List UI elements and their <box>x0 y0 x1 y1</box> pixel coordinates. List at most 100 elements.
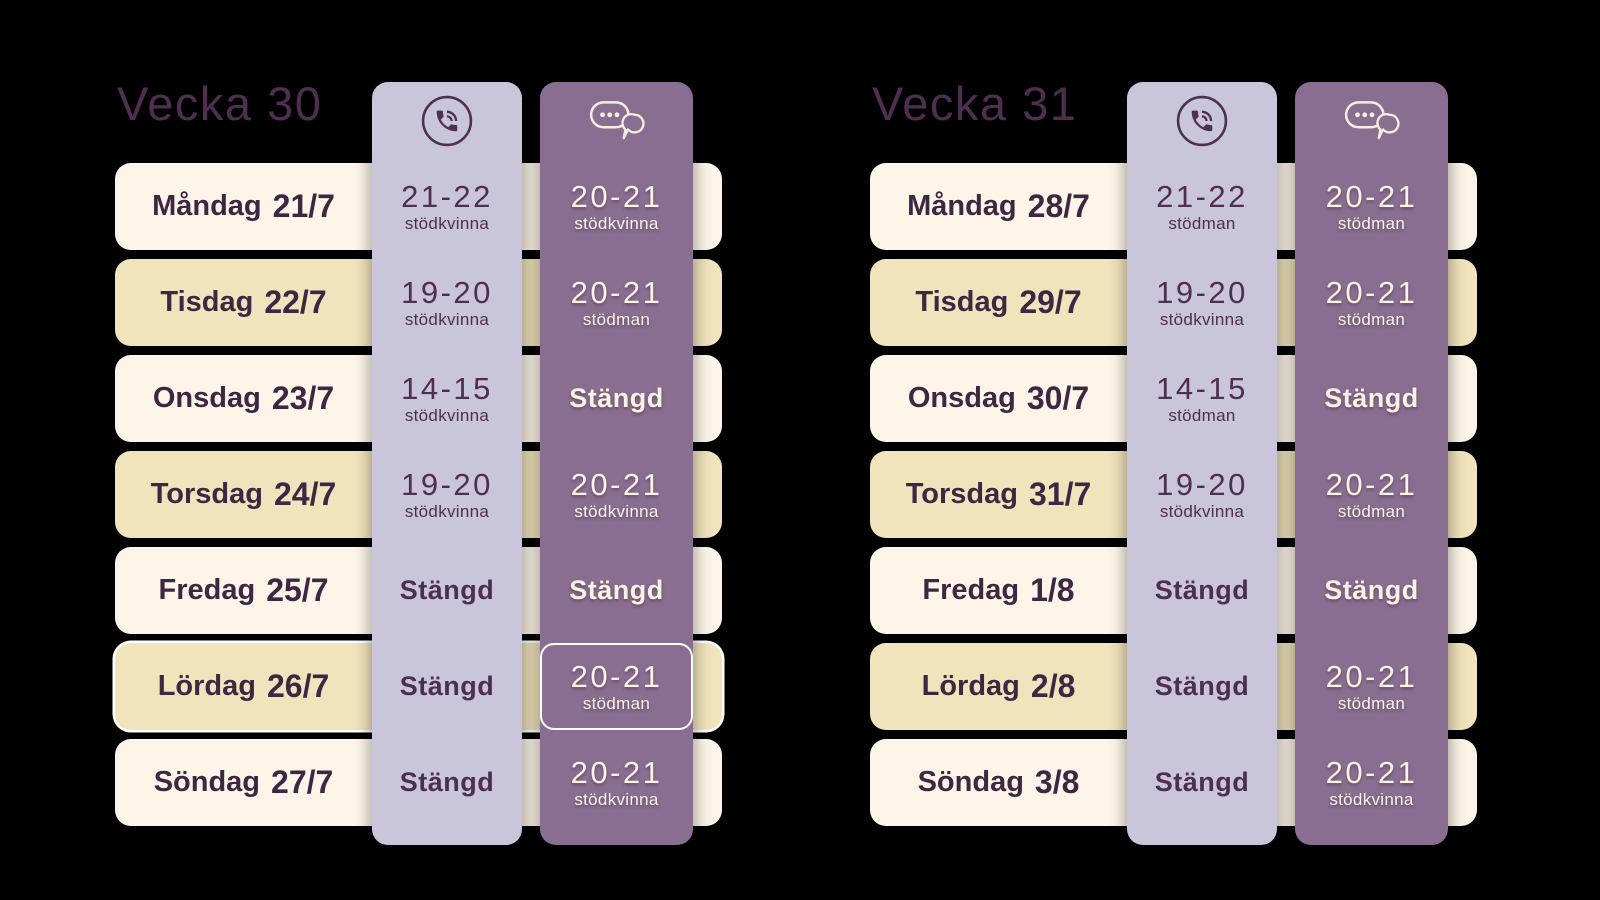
day-date: 1/8 <box>1030 572 1075 608</box>
phone-cell: 19-20 stödkvinna <box>372 451 522 538</box>
chat-time: 20-21 <box>570 658 663 694</box>
day-date: 25/7 <box>266 572 329 608</box>
chat-cell: Stängd <box>1295 547 1448 634</box>
chat-time: Stängd <box>569 382 664 413</box>
phone-time: 14-15 <box>401 370 493 406</box>
day-name: Lördag <box>157 670 256 702</box>
schedule-row: Måndag 28/7 21-22 stödman 20-21 stödman <box>870 163 1477 250</box>
phone-cell: 19-20 stödkvinna <box>1127 259 1277 346</box>
chat-person: stödkvinna <box>574 502 659 522</box>
day-label: Fredag 1/8 <box>870 547 1127 634</box>
phone-cell: 21-22 stödman <box>1127 163 1277 250</box>
schedule-row: Fredag 1/8 Stängd Stängd <box>870 547 1477 634</box>
day-name: Måndag <box>152 190 262 222</box>
phone-column <box>1127 82 1277 845</box>
week-title: Vecka 31 <box>872 77 1078 130</box>
phone-person: stödkvinna <box>1159 502 1245 522</box>
day-date: 2/8 <box>1030 668 1076 704</box>
chat-person: stödman <box>1337 502 1406 522</box>
phone-time: Stängd <box>399 574 495 605</box>
chat-column-header <box>540 82 693 160</box>
schedule-row: Torsdag 24/7 19-20 stödkvinna 20-21 stöd… <box>115 451 722 538</box>
phone-cell: Stängd <box>372 739 522 826</box>
phone-column-header <box>1127 82 1277 160</box>
day-label: Tisdag 29/7 <box>870 259 1127 346</box>
week-title: Vecka 30 <box>117 77 323 130</box>
chat-time: 20-21 <box>570 754 663 790</box>
phone-cell: Stängd <box>372 547 522 634</box>
chat-cell: Stängd <box>540 547 693 634</box>
phone-time: 19-20 <box>401 274 493 310</box>
week-panel-31: Vecka 31 Måndag <box>870 0 1477 900</box>
chat-time: Stängd <box>569 574 664 605</box>
day-name: Onsdag <box>907 382 1016 414</box>
day-label: Onsdag 30/7 <box>870 355 1127 442</box>
day-name: Söndag <box>917 766 1024 798</box>
day-label: Onsdag 23/7 <box>115 355 372 442</box>
phone-cell: 21-22 stödkvinna <box>372 163 522 250</box>
schedule-row: Onsdag 23/7 14-15 stödkvinna Stängd <box>115 355 722 442</box>
day-date: 21/7 <box>272 188 335 224</box>
phone-cell: Stängd <box>372 643 522 730</box>
day-date: 26/7 <box>267 668 330 704</box>
day-label: Söndag 27/7 <box>115 739 372 826</box>
day-label: Lördag 26/7 <box>115 643 372 730</box>
phone-column-header <box>372 82 522 160</box>
chat-icon <box>1344 101 1400 140</box>
day-label: Måndag 28/7 <box>870 163 1127 250</box>
chat-time: 20-21 <box>570 466 663 502</box>
chat-person: stödman <box>582 694 651 714</box>
phone-time: Stängd <box>1154 766 1250 797</box>
chat-cell: 20-21 stödkvinna <box>540 739 693 826</box>
chat-person: stödman <box>582 310 651 330</box>
week-panel-30: Vecka 30 Måndag <box>115 0 722 900</box>
chat-column <box>540 82 693 845</box>
day-date: 22/7 <box>264 284 327 320</box>
schedule-row: Tisdag 22/7 19-20 stödkvinna 20-21 stödm… <box>115 259 722 346</box>
day-name: Tisdag <box>915 286 1009 318</box>
phone-time: Stängd <box>1154 670 1250 701</box>
day-label: Torsdag 24/7 <box>115 451 372 538</box>
day-name: Tisdag <box>160 286 254 318</box>
schedule-row: Torsdag 31/7 19-20 stödkvinna 20-21 stöd… <box>870 451 1477 538</box>
chat-icon <box>589 101 645 140</box>
chat-time: 20-21 <box>1325 658 1418 694</box>
day-name: Måndag <box>907 190 1017 222</box>
phone-person: stödkvinna <box>404 310 490 330</box>
chat-cell: Stängd <box>540 355 693 442</box>
phone-person: stödkvinna <box>404 214 490 234</box>
phone-cell: Stängd <box>1127 739 1277 826</box>
schedule-row: Måndag 21/7 21-22 stödkvinna 20-21 stödk… <box>115 163 722 250</box>
chat-person: stödman <box>1337 694 1406 714</box>
day-name: Lördag <box>921 670 1020 702</box>
day-name: Fredag <box>158 574 256 606</box>
phone-time: 21-22 <box>401 178 493 214</box>
phone-person: stödkvinna <box>404 406 490 426</box>
chat-person: stödkvinna <box>574 790 659 810</box>
chat-cell: 20-21 stödman <box>540 643 693 730</box>
phone-time: Stängd <box>1154 574 1250 605</box>
phone-cell: 19-20 stödkvinna <box>372 259 522 346</box>
chat-person: stödman <box>1337 214 1406 234</box>
phone-time: Stängd <box>399 766 495 797</box>
phone-time: 21-22 <box>1156 178 1248 214</box>
phone-icon <box>1176 95 1228 147</box>
phone-cell: 14-15 stödman <box>1127 355 1277 442</box>
chat-column-header <box>1295 82 1448 160</box>
phone-time: 19-20 <box>1156 274 1248 310</box>
chat-cell: 20-21 stödman <box>1295 451 1448 538</box>
schedule-row: Tisdag 29/7 19-20 stödkvinna 20-21 stödm… <box>870 259 1477 346</box>
chat-cell: 20-21 stödman <box>1295 259 1448 346</box>
phone-time: 14-15 <box>1156 370 1248 406</box>
chat-time: 20-21 <box>1325 178 1418 214</box>
phone-column <box>372 82 522 845</box>
phone-cell: Stängd <box>1127 547 1277 634</box>
day-date: 28/7 <box>1027 188 1090 224</box>
phone-icon <box>421 95 473 147</box>
phone-person: stödkvinna <box>404 502 490 522</box>
phone-person: stödman <box>1168 214 1236 234</box>
chat-person: stödman <box>1337 310 1406 330</box>
day-label: Torsdag 31/7 <box>870 451 1127 538</box>
chat-time: 20-21 <box>1325 466 1418 502</box>
phone-time: 19-20 <box>401 466 493 502</box>
